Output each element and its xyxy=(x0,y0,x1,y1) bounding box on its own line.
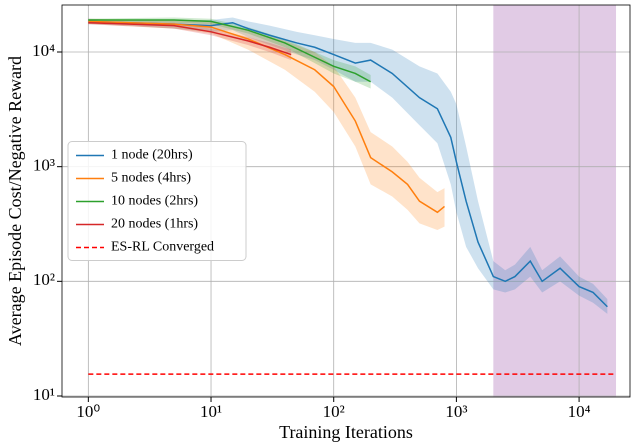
confidence-band xyxy=(88,18,445,231)
legend-label: ES-RL Converged xyxy=(111,240,214,255)
y-axis-label: Average Episode Cost/Negative Reward xyxy=(5,56,25,346)
series-line xyxy=(88,20,445,214)
shaded-span xyxy=(493,5,617,397)
legend-box xyxy=(67,141,247,261)
x-tick-label: 10⁴ xyxy=(568,402,591,421)
y-tick-label: 10² xyxy=(33,270,55,289)
legend-label: 10 nodes (2hrs) xyxy=(111,194,198,209)
legend-label: 1 node (20hrs) xyxy=(111,148,193,163)
x-tick-label: 10¹ xyxy=(200,402,222,421)
y-tick-label: 10⁴ xyxy=(32,41,55,60)
x-tick-label: 10³ xyxy=(445,402,467,421)
legend-label: 20 nodes (1hrs) xyxy=(111,217,198,232)
y-tick-label: 10³ xyxy=(33,156,55,175)
series-line xyxy=(88,20,608,308)
series-line xyxy=(88,21,292,56)
plot-frame xyxy=(61,4,631,398)
legend-label: 5 nodes (4hrs) xyxy=(111,171,191,186)
x-tick-label: 10² xyxy=(323,402,345,421)
x-tick-label: 10⁰ xyxy=(76,402,100,421)
legend: 1 node (20hrs) 5 nodes (4hrs) 10 nodes (2h… xyxy=(67,141,247,261)
x-axis-label: Training Iterations xyxy=(279,422,413,442)
confidence-band xyxy=(88,17,371,89)
series-line xyxy=(88,19,372,83)
y-tick-label: 10¹ xyxy=(33,385,55,404)
